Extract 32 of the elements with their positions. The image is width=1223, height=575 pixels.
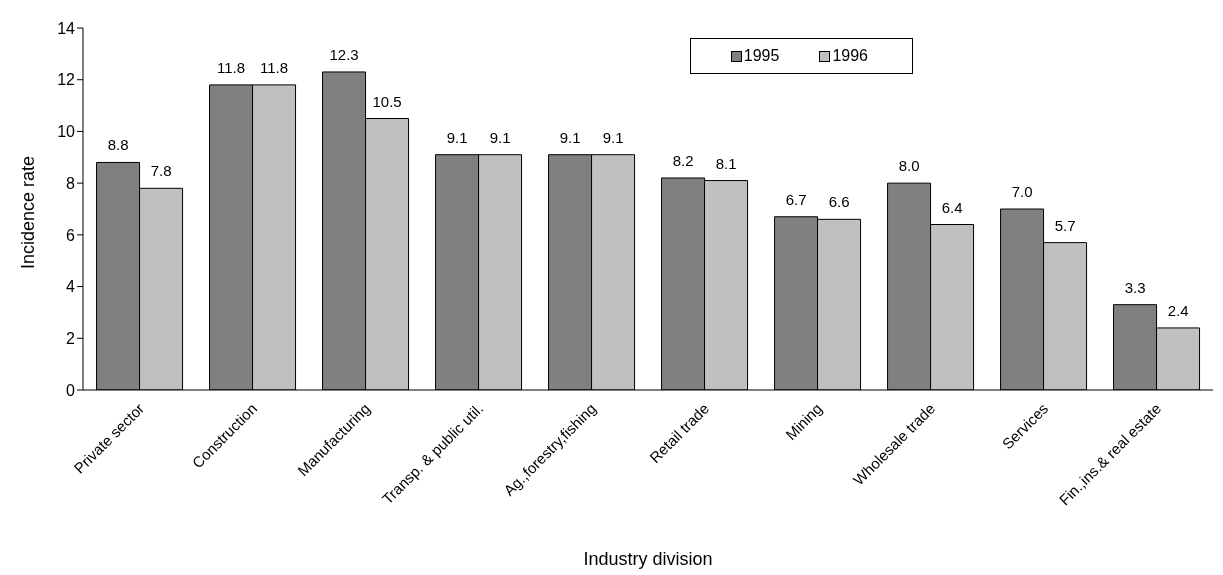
y-tick-label: 12 xyxy=(57,71,76,89)
data-label: 9.1 xyxy=(559,128,581,146)
data-label: 6.6 xyxy=(828,193,850,211)
y-tick-label: 8 xyxy=(66,174,76,192)
x-axis-title: Industry division xyxy=(583,549,713,569)
y-tick-label: 10 xyxy=(57,123,76,141)
data-label: 8.8 xyxy=(107,136,129,154)
legend-label: 1995 xyxy=(742,47,780,65)
data-label: 9.1 xyxy=(602,128,624,146)
data-label: 8.1 xyxy=(715,154,737,172)
data-label: 7.8 xyxy=(150,162,172,180)
data-label: 8.2 xyxy=(672,151,694,169)
data-label: 12.3 xyxy=(329,45,359,63)
data-label: 10.5 xyxy=(372,92,402,110)
y-tick-label: 6 xyxy=(66,226,76,244)
y-tick-label: 0 xyxy=(66,381,76,399)
data-label: 5.7 xyxy=(1054,216,1076,234)
y-tick-label: 14 xyxy=(57,19,76,37)
data-label: 6.4 xyxy=(941,198,963,216)
y-tick-label: 4 xyxy=(66,278,76,296)
data-label: 11.8 xyxy=(260,58,289,76)
data-label: 8.0 xyxy=(898,157,920,175)
legend-label: 1996 xyxy=(831,47,868,65)
y-axis-title: Incidence rate xyxy=(18,155,39,269)
data-label: 3.3 xyxy=(1124,278,1146,296)
data-label: 9.1 xyxy=(446,128,468,146)
data-label: 11.8 xyxy=(217,58,246,76)
data-label: 6.7 xyxy=(785,190,807,208)
data-label: 9.1 xyxy=(489,128,511,146)
data-label: 7.0 xyxy=(1011,183,1033,200)
data-label: 2.4 xyxy=(1167,301,1189,319)
y-tick-label: 2 xyxy=(66,329,76,347)
